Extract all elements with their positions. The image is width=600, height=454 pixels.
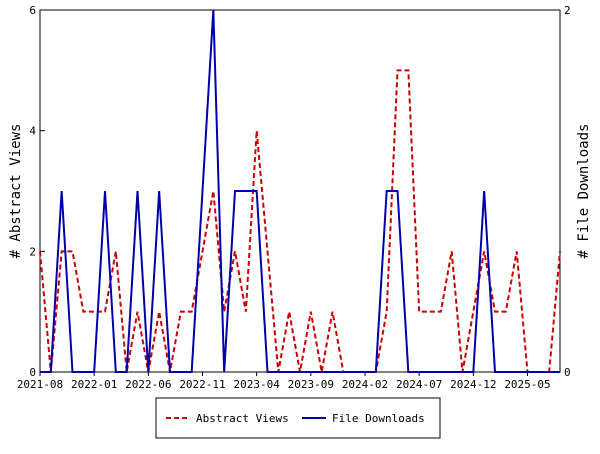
x-tick-label: 2021-08 (17, 378, 63, 391)
x-tick-label: 2024-02 (342, 378, 388, 391)
x-tick-label: 2025-05 (504, 378, 550, 391)
y-tick-label: 2 (29, 245, 36, 258)
x-tick-label: 2022-11 (179, 378, 225, 391)
x-tick-label: 2023-04 (233, 378, 280, 391)
y-tick-label: 6 (29, 4, 36, 17)
x-tick-label: 2024-12 (450, 378, 496, 391)
legend-label: File Downloads (332, 412, 425, 425)
y-axis-label: # Abstract Views (8, 124, 24, 259)
y-tick-label: 0 (29, 366, 36, 379)
x-tick-label: 2022-01 (71, 378, 117, 391)
y2-tick-label: 0 (564, 366, 571, 379)
plot-frame (39, 9, 561, 373)
y2-tick-label: 2 (564, 4, 571, 17)
series-line (40, 9, 560, 373)
x-tick-label: 2022-06 (125, 378, 171, 391)
y2-axis-label: # File Downloads (576, 124, 592, 259)
legend-box (155, 397, 441, 439)
y-tick-label: 4 (29, 125, 36, 138)
legend-label: Abstract Views (196, 412, 289, 425)
x-tick-label: 2023-09 (288, 378, 334, 391)
x-tick-label: 2024-07 (396, 378, 442, 391)
